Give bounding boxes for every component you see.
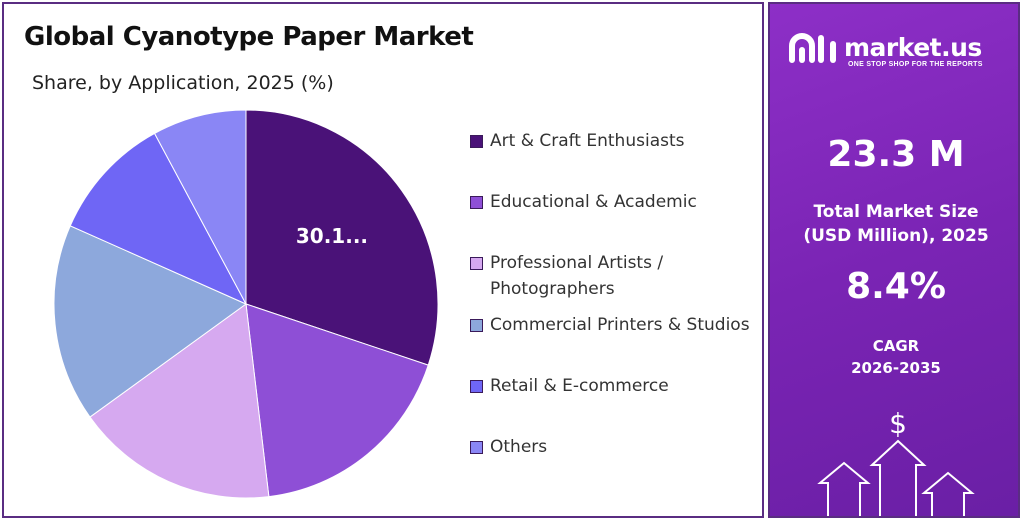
legend-swatch (470, 441, 483, 454)
stats-sidebar: market.us ONE STOP SHOP FOR THE REPORTS … (768, 2, 1020, 518)
chart-subtitle: Share, by Application, 2025 (%) (32, 72, 334, 94)
cagr-value: 8.4% (846, 266, 946, 307)
pie-chart: 30.1... (53, 109, 439, 499)
growth-arrows-icon: $ (817, 407, 975, 516)
brand-tagline: ONE STOP SHOP FOR THE REPORTS (848, 61, 983, 68)
brand-logo[interactable]: market.us (788, 30, 982, 64)
legend-label: Educational & Academic (490, 192, 697, 212)
market-us-logo-icon (789, 33, 836, 63)
legend-item-professional: Professional Artists / Photographers (470, 250, 695, 302)
legend-item-retail: Retail & E-commerce (470, 373, 770, 399)
legend-item-others: Others (470, 434, 770, 460)
dollar-icon: $ (889, 407, 907, 440)
pie-data-label-0: 30.1... (296, 224, 368, 248)
legend-swatch (470, 257, 483, 270)
chart-title: Global Cyanotype Paper Market (24, 22, 474, 52)
market-size-value: 23.3 M (827, 134, 965, 175)
pie-slice-3 (53, 225, 247, 418)
market-size-label-line1: Total Market Size (813, 202, 979, 222)
legend-label: Professional Artists / Photographers (490, 253, 664, 299)
brand-name: market.us (844, 32, 982, 62)
pie-slice-2 (89, 303, 270, 499)
legend-item-educational: Educational & Academic (470, 189, 770, 215)
market-size-label-line2: (USD Million), 2025 (803, 226, 989, 246)
pie-slice-0 (245, 109, 439, 366)
legend-swatch (470, 319, 483, 332)
cagr-label-line2: 2026-2035 (851, 359, 941, 377)
pie-slice-5 (153, 109, 247, 305)
legend-label: Retail & E-commerce (490, 376, 669, 396)
legend-item-commercial: Commercial Printers & Studios (470, 312, 770, 338)
chart-panel: Global Cyanotype Paper Market Share, by … (2, 2, 764, 518)
legend-item-art-craft: Art & Craft Enthusiasts (470, 128, 770, 154)
legend-label: Others (490, 437, 548, 457)
legend-label: Commercial Printers & Studios (490, 315, 750, 335)
pie-slice-1 (245, 303, 429, 498)
legend-swatch (470, 380, 483, 393)
legend-label: Art & Craft Enthusiasts (490, 131, 685, 151)
pie-slice-4 (69, 132, 248, 306)
legend-swatch (470, 135, 483, 148)
legend-swatch (470, 196, 483, 209)
cagr-label-line1: CAGR (872, 337, 920, 355)
